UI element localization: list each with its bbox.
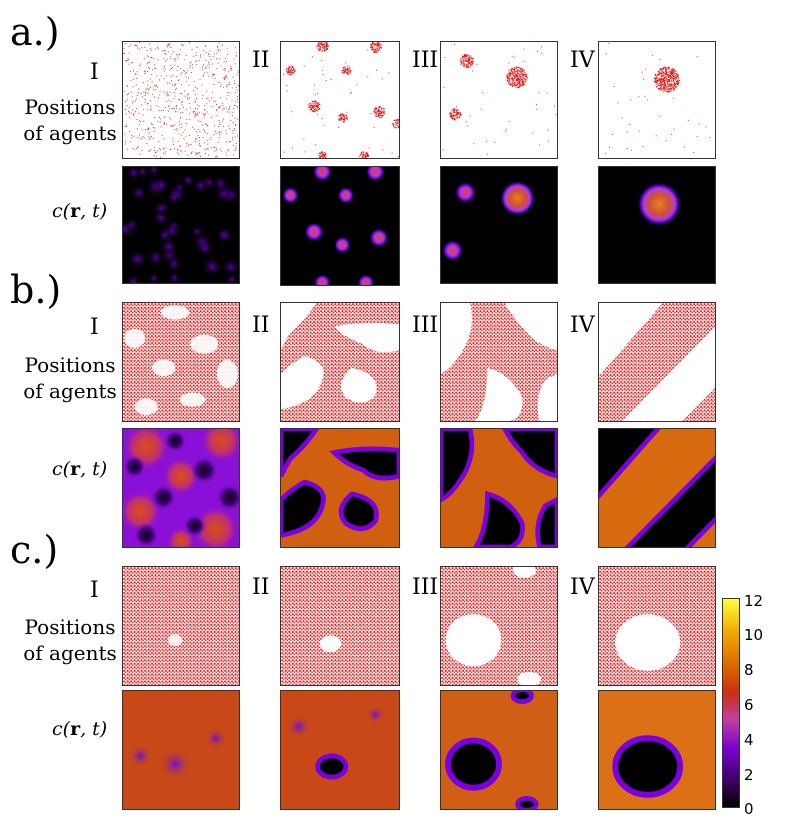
- agents-panel-b-II: [280, 302, 400, 422]
- positions-label-a: Positions of agents: [15, 94, 125, 146]
- colorbar: [722, 598, 740, 808]
- conc-panel-b-I: [122, 428, 240, 548]
- row-label-b: b.): [10, 268, 62, 312]
- agents-panel-c-II: [280, 566, 400, 686]
- agents-panel-a-IV: [598, 41, 716, 159]
- stage-label-I-b: I: [90, 315, 99, 340]
- stage-label-IV-c: IV: [570, 575, 595, 600]
- concentration-label-c: c(r, t): [52, 718, 108, 740]
- stage-label-II-c: II: [252, 575, 270, 600]
- colorbar-tick-6: 6: [744, 696, 754, 714]
- colorbar-tick-0: 0: [744, 800, 754, 818]
- agents-panel-a-II: [280, 41, 400, 159]
- conc-panel-b-IV: [598, 428, 716, 548]
- agents-panel-c-IV: [598, 566, 716, 686]
- colorbar-tick-12: 12: [744, 592, 764, 610]
- conc-panel-c-III: [440, 690, 558, 810]
- colorbar-tick-2: 2: [744, 766, 754, 784]
- conc-panel-c-II: [280, 690, 400, 810]
- conc-panel-a-I: [122, 166, 240, 284]
- stage-label-II-a: II: [252, 48, 270, 73]
- agents-panel-a-III: [440, 41, 558, 159]
- agents-panel-b-I: [122, 302, 240, 422]
- stage-label-II-b: II: [252, 313, 270, 338]
- agents-panel-c-I: [122, 566, 240, 686]
- positions-line2: of agents: [23, 121, 117, 145]
- colorbar-tick-8: 8: [744, 661, 754, 679]
- stage-label-III-b: III: [412, 313, 439, 338]
- colorbar-tick-10: 10: [744, 626, 764, 644]
- stage-label-IV-b: IV: [570, 313, 595, 338]
- conc-panel-c-I: [122, 690, 240, 810]
- positions-line1: Positions: [24, 95, 116, 119]
- stage-label-I-a: I: [90, 60, 99, 85]
- stage-label-III-c: III: [412, 575, 439, 600]
- stage-label-III-a: III: [412, 48, 439, 73]
- conc-panel-a-II: [280, 166, 400, 286]
- concentration-label-a: c(r, t): [52, 200, 108, 222]
- row-label-a: a.): [10, 10, 60, 54]
- row-label-c: c.): [10, 528, 59, 572]
- agents-panel-b-IV: [598, 302, 716, 422]
- agents-panel-b-III: [440, 302, 558, 422]
- concentration-label-b: c(r, t): [52, 458, 108, 480]
- stage-label-IV-a: IV: [570, 48, 595, 73]
- conc-panel-b-II: [280, 428, 400, 548]
- conc-panel-a-III: [440, 166, 558, 284]
- conc-panel-a-IV: [598, 166, 716, 284]
- agents-panel-a-I: [122, 41, 240, 159]
- colorbar-tick-4: 4: [744, 731, 754, 749]
- conc-panel-c-IV: [598, 690, 716, 810]
- stage-label-I-c: I: [90, 578, 99, 603]
- positions-label-b: Positions of agents: [23, 353, 117, 403]
- positions-label-c: Positions of agents: [23, 615, 117, 665]
- agents-panel-c-III: [440, 566, 558, 686]
- conc-panel-b-III: [440, 428, 558, 548]
